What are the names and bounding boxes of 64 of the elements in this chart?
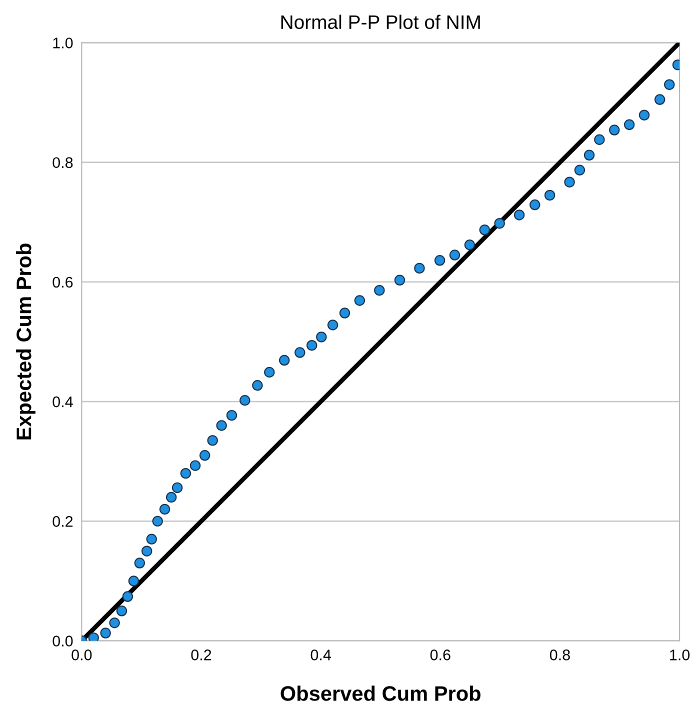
point: [624, 119, 635, 130]
y-tick-label: 0.6: [52, 276, 73, 288]
chart-title: Normal P-P Plot of NIM: [281, 14, 480, 30]
point: [226, 410, 238, 421]
point: [374, 284, 385, 296]
point: [252, 380, 263, 391]
point: [584, 150, 595, 161]
point: [514, 210, 525, 220]
y-tick-label: 0.2: [52, 516, 73, 527]
point: [494, 218, 505, 229]
point: [278, 354, 290, 366]
point: [128, 576, 140, 586]
point: [574, 164, 586, 176]
point: [172, 482, 183, 494]
point: [207, 435, 218, 446]
point: [199, 450, 210, 461]
point: [134, 558, 146, 568]
point: [654, 94, 666, 105]
point: [339, 308, 350, 318]
point: [180, 468, 192, 479]
y-tick-label: 0.0: [52, 636, 73, 646]
point: [294, 347, 306, 358]
y-axis-title: Expected Cum Prob: [16, 244, 36, 440]
point: [159, 504, 170, 515]
point: [141, 546, 152, 556]
x-tick-label: 1.0: [670, 650, 690, 660]
point: [394, 274, 406, 286]
point: [116, 606, 128, 616]
point: [609, 124, 620, 136]
x-tick-label: 0.2: [191, 650, 212, 660]
x-tick-label: 0.4: [310, 650, 331, 660]
point: [100, 628, 111, 638]
point: [664, 79, 675, 90]
point: [152, 516, 163, 527]
x-axis-title: Observed Cum Prob: [280, 686, 480, 701]
x-tick-label: 0.6: [430, 650, 450, 660]
y-tick-label: 0.4: [52, 396, 73, 408]
point: [166, 492, 177, 503]
point: [564, 176, 575, 188]
point: [264, 366, 275, 378]
point: [109, 617, 120, 628]
point: [594, 134, 605, 145]
point: [529, 199, 540, 210]
point: [216, 420, 227, 431]
y-tick-label: 1.0: [53, 38, 73, 48]
point: [316, 332, 327, 342]
point: [146, 534, 157, 544]
point: [306, 340, 318, 351]
point: [544, 190, 556, 201]
point: [464, 240, 476, 250]
point: [190, 460, 201, 471]
point: [479, 224, 490, 236]
point: [434, 255, 446, 266]
x-tick-label: 0.0: [72, 650, 92, 660]
point: [638, 110, 650, 120]
point: [122, 591, 134, 602]
point: [354, 295, 366, 306]
y-tick-label: 0.8: [52, 157, 73, 168]
point: [88, 632, 99, 641]
point: [327, 320, 338, 330]
point: [414, 262, 425, 274]
x-tick-label: 0.8: [550, 650, 570, 660]
point: [240, 395, 250, 406]
point: [449, 250, 460, 260]
